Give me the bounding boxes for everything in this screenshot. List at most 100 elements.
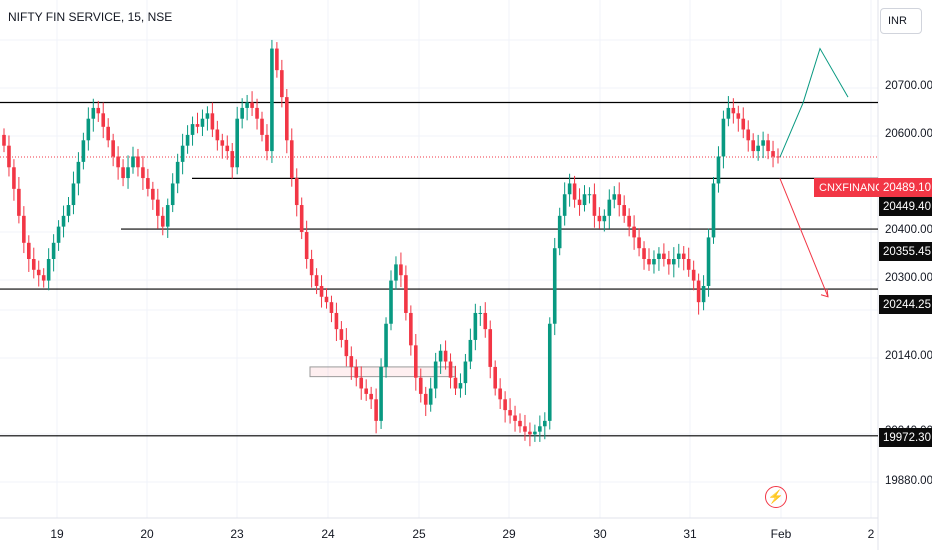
level-label-20449: 20449.40 [879,197,932,216]
candle-body [111,140,115,157]
symbol-tag: CNXFINANCE [814,178,896,197]
candle-body [76,161,81,184]
candle-body [96,107,101,114]
candle-body [66,205,71,216]
candle-body [533,431,537,435]
candle-body [389,280,393,324]
candle-body [637,237,641,249]
candle-body [190,124,195,135]
candle-body [766,140,770,152]
time-axis-label: 29 [502,527,516,541]
candle-body [364,388,368,394]
candle-body [31,259,36,270]
bullish-projection-path [779,47,849,158]
candle-body [384,323,388,367]
candle-body [126,167,130,179]
candle-body [627,215,631,227]
candle-body [438,350,443,362]
bearish-projection-path [779,178,829,297]
candle-body [299,205,304,233]
candle-body [7,145,11,168]
candle-body [270,48,274,152]
candle-body [701,285,706,303]
candle-body [151,188,155,200]
candles-layer [2,39,780,447]
candle-body [498,388,502,400]
candle-body [101,113,106,127]
candle-body [731,107,736,114]
candle-body [746,129,751,141]
candle-body [91,107,96,119]
candle-body [81,140,86,162]
time-axis-label: 2 [867,527,875,541]
candle-body [414,345,418,378]
candle-body [657,253,661,259]
time-axis-label: 24 [321,527,335,541]
candle-body [567,183,572,195]
chart-title: NIFTY FIN SERVICE, 15, NSE [8,10,173,24]
candle-body [582,194,587,206]
candle-body [448,361,453,378]
time-axis-label: 19 [50,527,64,541]
level-label-20244: 20244.25 [879,295,932,314]
candle-body [379,366,383,421]
candle-body [503,399,507,411]
candle-body [22,215,26,243]
candle-body [607,199,612,216]
candle-body [617,194,622,206]
candle-body [523,426,527,432]
candle-body [359,377,364,389]
candle-body [686,259,691,270]
candle-body [210,113,215,130]
candle-body [195,124,200,127]
candle-body [409,312,413,346]
candle-body [156,199,160,216]
candle-body [339,329,344,340]
candle-body [205,113,210,119]
candle-body [240,107,244,119]
candle-body [260,118,264,135]
candle-body [736,113,741,119]
price-axis-label: 20140.00 [885,350,932,362]
candle-body [314,275,319,286]
candle-body [761,140,765,146]
candle-body [681,253,686,259]
candle-body [394,264,398,281]
price-axis-label: 20600.00 [885,128,932,140]
candle-body [404,275,408,313]
candle-body [170,183,175,206]
candle-body [324,296,329,303]
chart-grid [0,0,879,550]
candle-body [662,253,666,259]
candle-body [12,167,16,189]
candle-body [741,118,746,130]
candle-body [552,248,557,324]
bearish-arrowhead [820,288,829,298]
candle-body [344,339,349,357]
candle-body [602,215,607,222]
candle-body [577,199,582,206]
candle-body [483,312,488,330]
candle-body [513,415,517,421]
candle-body [696,280,701,303]
candle-body [557,215,562,249]
candle-body [334,312,339,330]
candle-body [672,259,676,265]
candle-body [121,167,125,179]
price-axis-label: 20700.00 [885,80,932,92]
candle-body [175,161,180,184]
candle-body [622,205,626,216]
candle-body [285,97,289,141]
candle-body [418,377,423,394]
candle-body [46,259,51,281]
candle-body [721,118,726,157]
lightning-icon[interactable]: ⚡ [765,486,787,508]
level-label-19972: 19972.30 [879,428,932,447]
candle-body [632,226,636,238]
candle-body [667,259,671,265]
candle-body [369,393,373,400]
currency-button[interactable]: INR [880,8,922,34]
candle-body [374,399,378,421]
candle-body [473,312,478,340]
